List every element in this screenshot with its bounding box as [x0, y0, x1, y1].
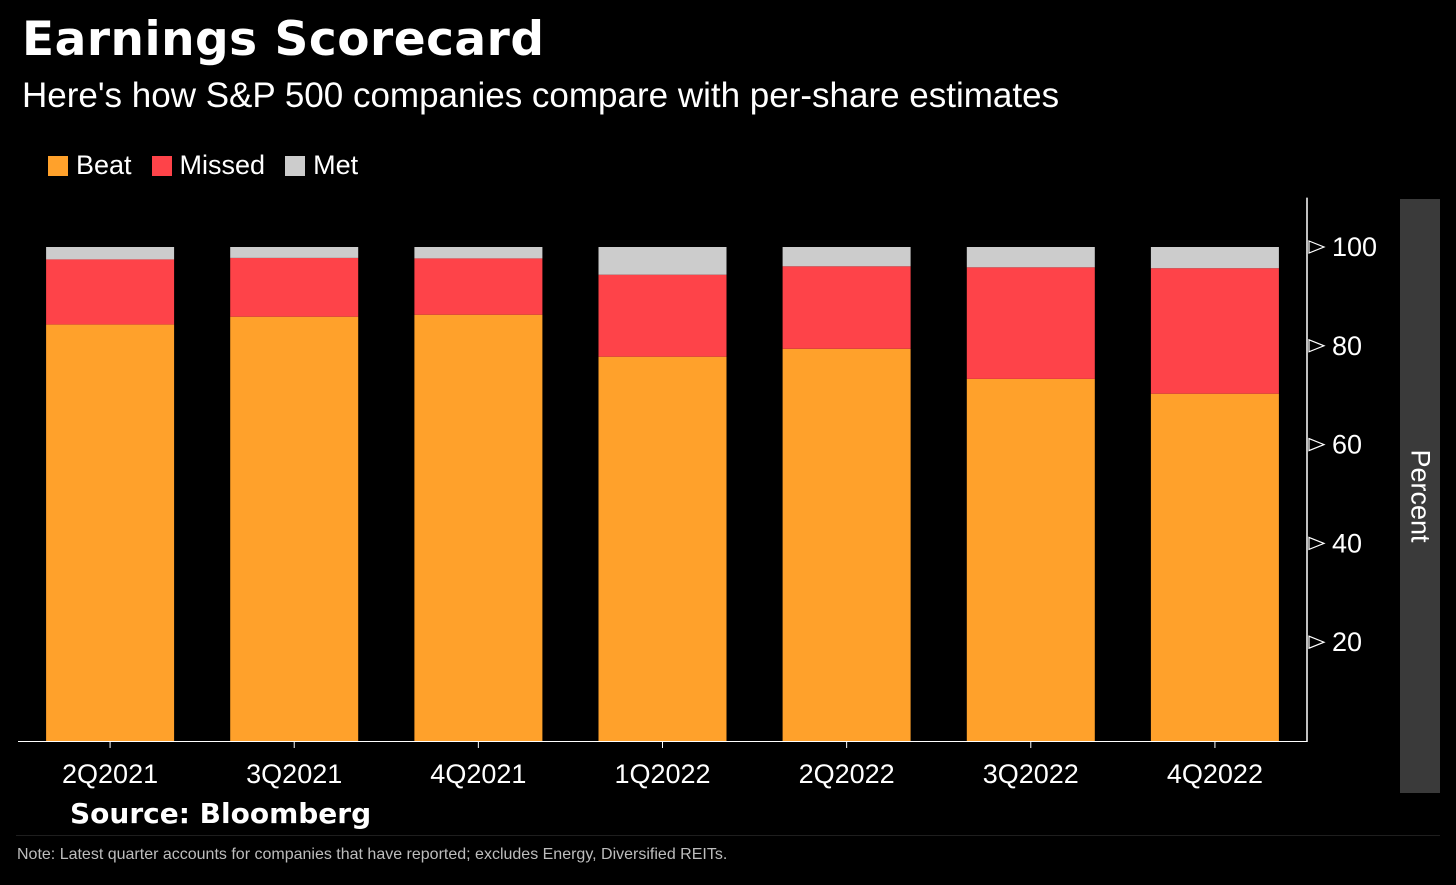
bar-segment-beat-3q2022 — [966, 378, 1095, 741]
bar-segment-missed-3q2022 — [966, 267, 1095, 379]
y-tick-label-60: 60 — [1332, 430, 1362, 460]
chart-subtitle: Here's how S&P 500 companies compare wit… — [22, 76, 1060, 115]
x-tick-label-2q2022: 2Q2022 — [799, 759, 895, 789]
bar-segment-missed-2q2021 — [46, 259, 175, 325]
x-tick-label-4q2022: 4Q2022 — [1167, 759, 1263, 789]
bar-segment-beat-2q2022 — [782, 348, 911, 741]
y-tick-label-100: 100 — [1332, 232, 1377, 262]
x-tick-label-1q2022: 1Q2022 — [614, 759, 710, 789]
bar-segment-beat-3q2021 — [230, 316, 359, 741]
legend-label-missed: Missed — [179, 150, 266, 180]
legend-swatch-beat — [48, 155, 68, 176]
legend-label-met: Met — [313, 150, 359, 180]
bar-segment-beat-2q2021 — [46, 324, 175, 741]
legend-swatch-met — [285, 155, 306, 176]
y-tick-marker-100 — [1308, 240, 1326, 254]
y-tick-label-20: 20 — [1332, 627, 1362, 657]
legend-label-beat: Beat — [76, 150, 132, 180]
bar-segment-beat-1q2022 — [598, 356, 727, 741]
y-axis-label-panel: Percent — [1400, 199, 1440, 793]
legend-swatch-missed — [151, 155, 172, 176]
legend: Beat Missed Met — [48, 150, 378, 181]
bar-segment-met-4q2021 — [414, 247, 543, 259]
bar-segment-met-2q2021 — [46, 247, 175, 260]
bar-segment-beat-4q2022 — [1150, 393, 1279, 741]
y-tick-marker-20 — [1308, 635, 1326, 650]
bar-segment-missed-3q2021 — [230, 257, 359, 317]
x-tick-label-3q2021: 3Q2021 — [246, 759, 342, 789]
y-tick-marker-80 — [1308, 338, 1326, 353]
bar-segment-beat-4q2021 — [414, 314, 543, 741]
legend-item-beat: Beat — [48, 150, 132, 181]
legend-item-missed: Missed — [151, 150, 266, 181]
footnote: Note: Latest quarter accounts for compan… — [17, 846, 728, 863]
chart-title: Earnings Scorecard — [22, 12, 545, 67]
y-axis-label: Percent — [1405, 449, 1436, 543]
legend-item-met: Met — [285, 150, 358, 181]
bar-segment-missed-4q2022 — [1150, 268, 1279, 394]
source-credit: Source: Bloomberg — [70, 797, 372, 830]
footer-divider — [16, 835, 1440, 836]
bar-segment-missed-4q2021 — [414, 258, 543, 315]
bar-segment-met-3q2022 — [966, 247, 1095, 268]
y-tick-marker-40 — [1308, 536, 1326, 551]
y-tick-label-40: 40 — [1332, 528, 1362, 558]
y-tick-label-80: 80 — [1332, 331, 1362, 361]
x-tick-label-4q2021: 4Q2021 — [430, 759, 526, 789]
x-tick-label-2q2021: 2Q2021 — [62, 759, 158, 789]
bar-segment-met-3q2021 — [230, 247, 359, 258]
bar-segment-missed-1q2022 — [598, 274, 727, 357]
bar-segment-missed-2q2022 — [782, 266, 911, 349]
bar-segment-met-4q2022 — [1150, 247, 1279, 269]
bar-segment-met-1q2022 — [598, 247, 727, 275]
x-tick-label-3q2022: 3Q2022 — [983, 759, 1079, 789]
y-tick-marker-60 — [1308, 437, 1326, 452]
bar-segment-met-2q2022 — [782, 247, 911, 267]
